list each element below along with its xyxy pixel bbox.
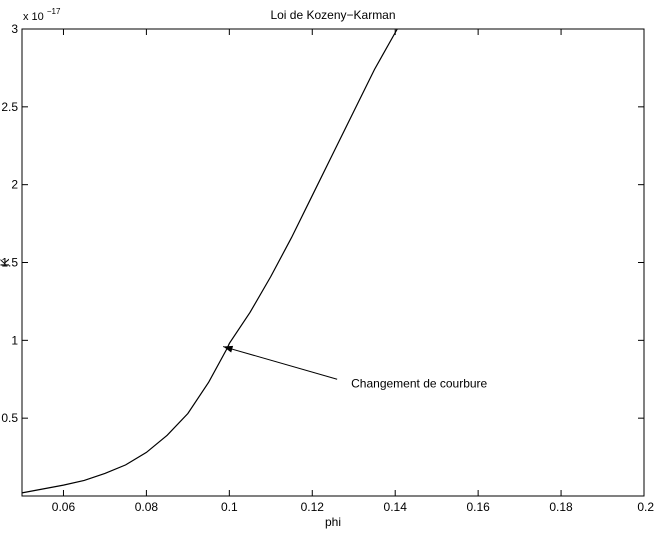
series-layer xyxy=(21,28,398,494)
x-tick-label: 0.2 xyxy=(637,500,654,514)
x-tick-label: 0.14 xyxy=(384,500,408,514)
y-tick-label: 1 xyxy=(11,333,18,347)
annotation-arrow-line xyxy=(222,346,338,380)
chart-title: Loi de Kozeny−Karman xyxy=(270,8,395,22)
y-axis-ticks: 0.5 1 1.5 2 2.5 3 xyxy=(1,22,644,425)
x-tick-label: 0.12 xyxy=(301,500,325,514)
y-tick-label: 0.5 xyxy=(1,411,18,425)
x-tick-label: 0.18 xyxy=(549,500,573,514)
plot-frame xyxy=(21,28,645,497)
y-tick-label: 1.5 xyxy=(1,256,18,270)
y-axis-exponent-base: x 10 xyxy=(23,11,44,23)
x-tick-label: 0.06 xyxy=(52,500,76,514)
y-tick-label: 2 xyxy=(11,178,18,192)
annotation-arrow-head xyxy=(223,345,234,353)
series-line xyxy=(21,28,398,494)
annotation-text: Changement de courbure xyxy=(351,376,487,390)
x-tick-label: 0.1 xyxy=(221,500,238,514)
x-axis-ticks: 0.06 0.08 0.1 0.12 0.14 0.16 0.18 0.2 xyxy=(52,29,654,514)
annotation-layer: Changement de courbure xyxy=(222,345,488,390)
x-tick-label: 0.16 xyxy=(466,500,490,514)
y-tick-label: 3 xyxy=(11,22,18,36)
y-axis-exponent-power: −17 xyxy=(47,7,61,16)
y-axis-exponent: x 10 −17 xyxy=(23,7,61,23)
y-tick-label: 2.5 xyxy=(1,100,18,114)
x-tick-label: 0.08 xyxy=(135,500,159,514)
y-axis-label: K xyxy=(0,258,12,266)
x-axis-label: phi xyxy=(325,515,341,529)
